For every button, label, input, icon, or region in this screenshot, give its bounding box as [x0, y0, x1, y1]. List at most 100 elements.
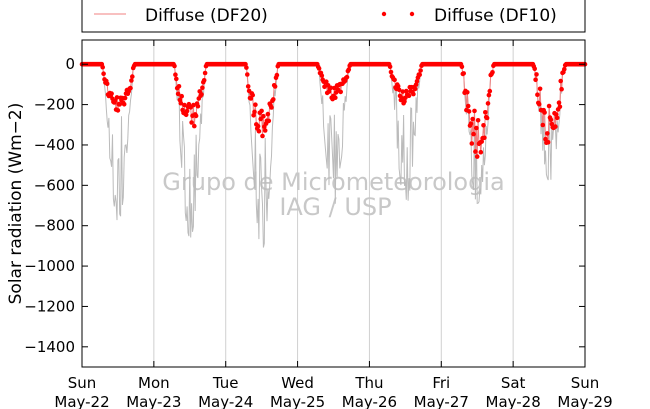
df10-point	[465, 103, 471, 109]
df10-point	[128, 85, 133, 91]
df10-point	[406, 93, 412, 99]
df10-point	[483, 110, 488, 115]
df10-point	[482, 135, 487, 141]
df10-point	[322, 84, 327, 90]
series-df10	[79, 61, 588, 159]
df10-point	[269, 105, 274, 110]
df10-point	[466, 109, 472, 114]
df10-point	[537, 86, 543, 92]
df10-point	[130, 74, 135, 79]
df10-point	[417, 72, 423, 78]
y-tick-label: −1400	[24, 338, 75, 356]
df10-point	[114, 95, 120, 100]
df10-point	[202, 70, 208, 76]
df10-point	[173, 72, 178, 77]
df10-point	[174, 76, 179, 82]
x-tick-label-day: Wed	[281, 374, 314, 392]
x-tick-label-date: May-23	[126, 393, 181, 409]
y-tick-label: 0	[65, 55, 75, 73]
df10-point	[475, 118, 481, 123]
x-tick-label-date: May-24	[198, 393, 253, 409]
df10-point	[468, 121, 474, 126]
df10-point	[191, 102, 196, 108]
df10-point	[559, 86, 564, 92]
y-tick-label: −1200	[24, 297, 75, 315]
df10-point	[182, 102, 187, 108]
df10-point	[402, 99, 407, 104]
y-axis-label: Solar radiation (Wm−2)	[6, 103, 26, 305]
df10-point	[316, 66, 322, 71]
df10-point	[546, 103, 552, 109]
df10-point	[487, 88, 493, 94]
x-tick-label-date: May-28	[486, 393, 541, 409]
df10-point	[100, 64, 105, 70]
df10-point	[418, 68, 423, 73]
legend-dot	[409, 11, 415, 17]
df10-point	[471, 131, 476, 137]
df10-point	[193, 113, 199, 119]
df10-point	[484, 115, 490, 121]
df10-point	[112, 98, 118, 104]
y-tick-label: −400	[34, 136, 75, 154]
df10-point	[474, 154, 480, 159]
series-df20	[82, 63, 585, 157]
df10-point	[272, 84, 278, 89]
df10-point	[553, 124, 558, 129]
y-tick-label: −1000	[24, 257, 75, 275]
df10-point	[184, 108, 190, 114]
x-tick-label-day: Sun	[68, 374, 97, 392]
df10-point	[470, 116, 476, 122]
df10-point	[201, 78, 207, 83]
x-tick-label-day: Sat	[501, 374, 526, 392]
df10-point	[245, 84, 251, 89]
df10-point	[461, 71, 467, 76]
df10-point	[129, 78, 134, 83]
x-tick-label-day: Thu	[354, 374, 383, 392]
df10-point	[486, 92, 492, 98]
df10-point	[189, 120, 194, 125]
df10-point	[534, 72, 539, 77]
df10-point	[115, 108, 121, 113]
legend-label-df20: Diffuse (DF20)	[145, 6, 268, 26]
df10-point	[459, 64, 465, 70]
df10-point	[392, 77, 397, 83]
df10-point	[557, 104, 563, 110]
df10-point	[545, 140, 551, 145]
df10-point	[388, 69, 394, 75]
x-tick-label-date: May-29	[557, 393, 612, 409]
x-tick-label-day: Tue	[212, 374, 239, 392]
df10-point	[548, 117, 554, 123]
df10-point	[109, 91, 114, 96]
df10-point	[485, 101, 491, 106]
df10-point	[253, 102, 258, 107]
df10-point	[192, 123, 197, 129]
df10-point	[274, 72, 280, 78]
df10-point	[195, 103, 201, 109]
df20-line	[82, 63, 585, 157]
x-tick-label-date: May-26	[342, 393, 397, 409]
df10-point	[178, 100, 184, 106]
df10-point	[346, 67, 352, 72]
df10-point	[535, 92, 540, 97]
legend-dot	[381, 11, 387, 17]
df10-point	[543, 136, 548, 142]
plot-frame	[81, 39, 586, 368]
df10-point	[481, 123, 486, 128]
df10-point	[490, 70, 495, 75]
df10-point	[261, 113, 266, 119]
y-axis: 0 −200 −400 −600 −800 −1000 −1200 −1400	[24, 55, 585, 356]
df10-point	[556, 100, 562, 105]
df10-point	[469, 141, 475, 146]
df10-point	[414, 79, 420, 84]
df10-point	[474, 125, 479, 131]
df10-point	[562, 66, 567, 72]
df10-point	[473, 149, 478, 154]
df10-point	[395, 83, 401, 89]
df10-point	[540, 122, 546, 128]
df10-point	[260, 133, 265, 139]
df10-point	[122, 95, 128, 101]
x-tick-label-day: Fri	[432, 374, 450, 392]
df10-point	[179, 93, 184, 99]
df10-point	[412, 86, 418, 92]
x-tick-label-date: May-27	[414, 393, 469, 409]
